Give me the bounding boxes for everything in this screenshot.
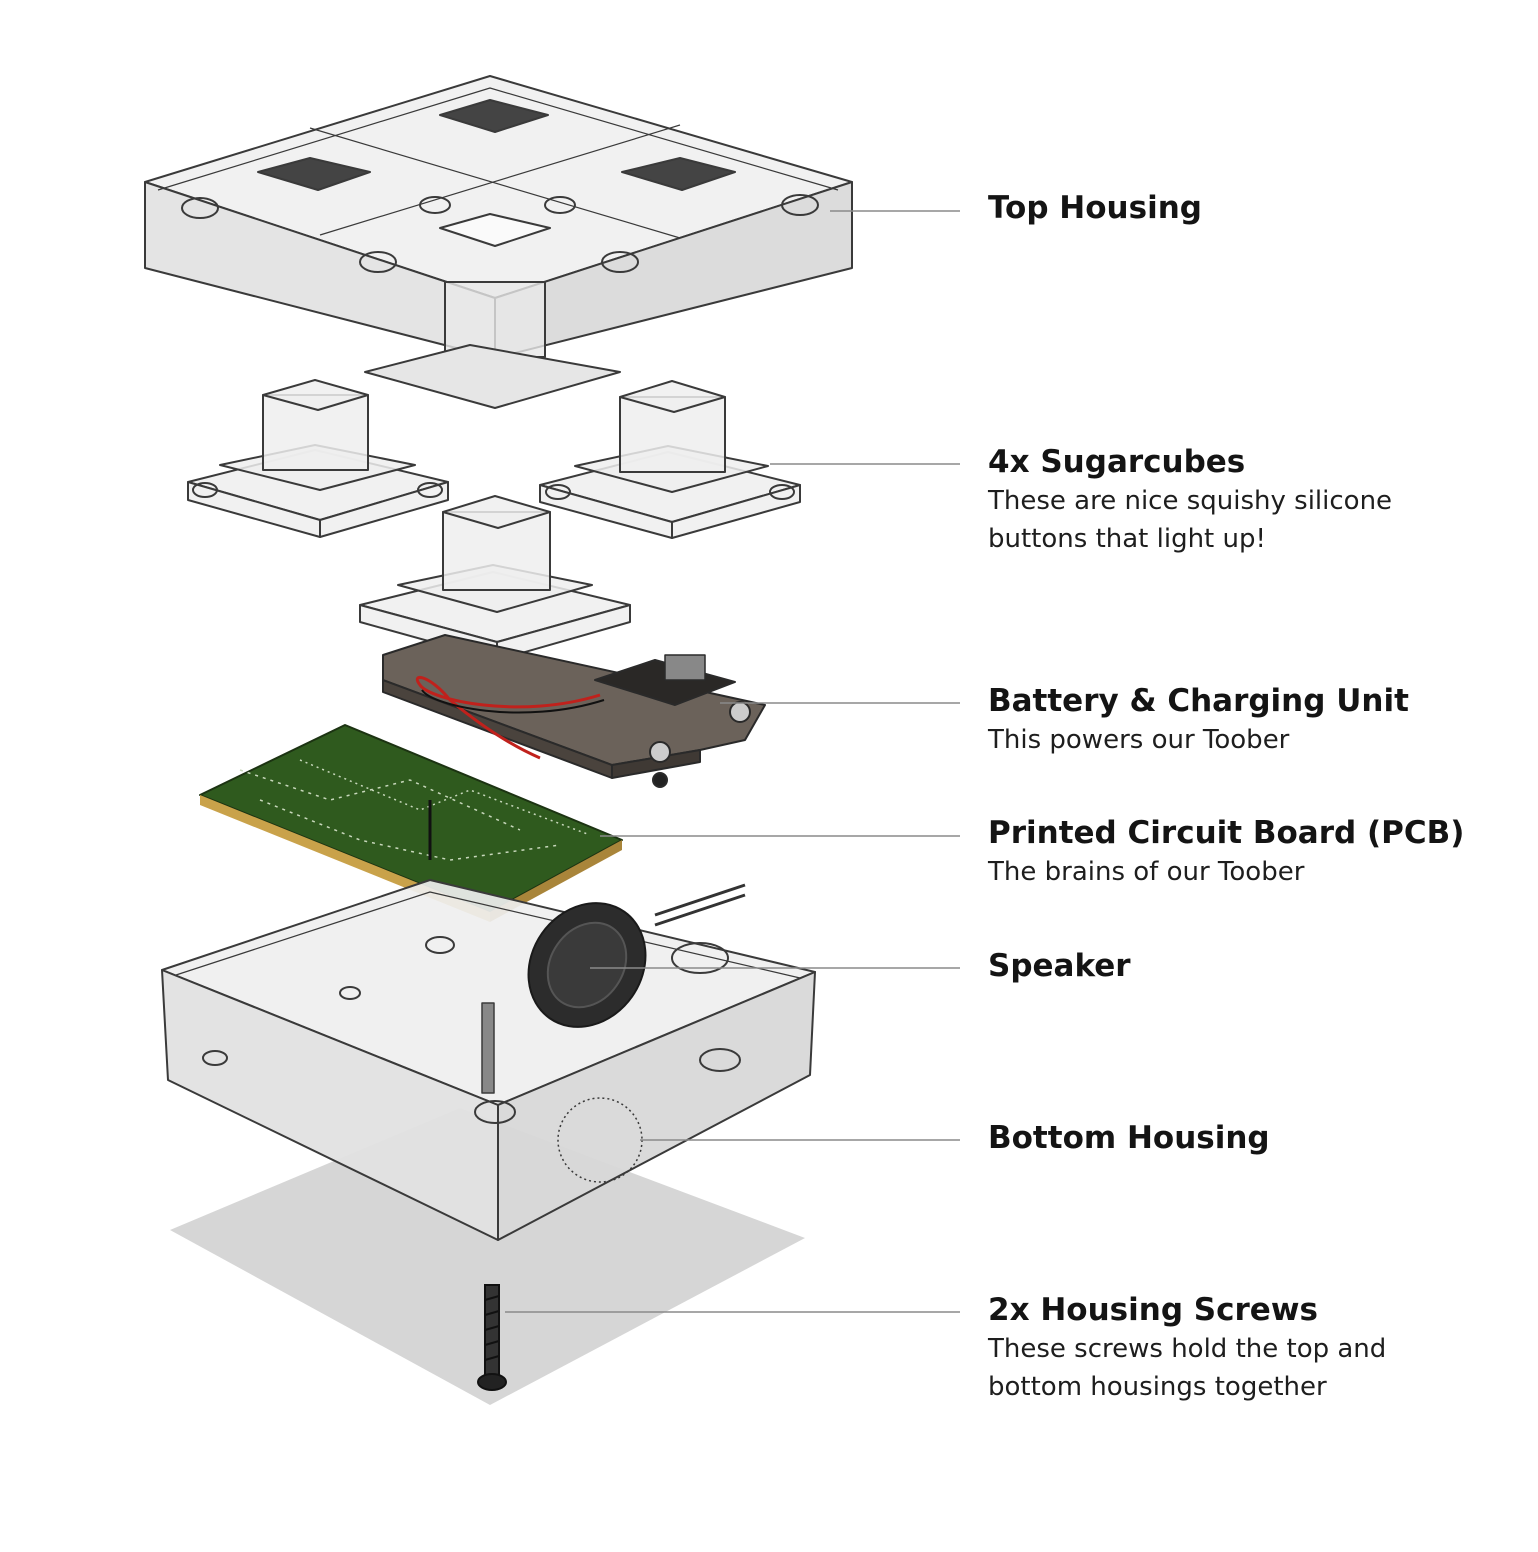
screw-part [477,1284,507,1391]
sugarcube-left [187,379,449,538]
callout-title: Printed Circuit Board (PCB) [988,815,1465,851]
callout-description: These screws hold the top and [988,1334,1387,1364]
callout-description: buttons that light up! [988,524,1266,554]
callout-sugarcubes: 4x Sugarcubes These are nice squishy sil… [988,442,1392,558]
callout-battery: Battery & Charging Unit This powers our … [988,681,1409,759]
callout-title: Battery & Charging Unit [988,683,1409,719]
callout-description: The brains of our Toober [988,857,1305,887]
ground-shadow [170,1108,805,1405]
callout-bottom-housing: Bottom Housing [988,1118,1270,1158]
callout-title: Top Housing [988,190,1202,226]
callout-title: Bottom Housing [988,1120,1270,1156]
bottom-housing-part [161,879,816,1241]
callout-title: 4x Sugarcubes [988,444,1246,480]
callout-pcb: Printed Circuit Board (PCB) The brains o… [988,813,1464,891]
callout-top-housing: Top Housing [988,188,1202,228]
battery-unit-part [382,634,766,788]
callout-title: Speaker [988,948,1131,984]
callout-description: These are nice squishy silicone [988,486,1393,516]
callout-screws: 2x Housing Screws These screws hold the … [988,1290,1386,1406]
callout-description: bottom housings together [988,1372,1327,1402]
callout-title: 2x Housing Screws [988,1292,1318,1328]
sugarcube-right [539,380,801,539]
callout-description: This powers our Toober [988,725,1290,755]
top-housing-part [144,75,853,409]
speaker-part [527,883,746,1028]
sugarcube-center [359,495,631,661]
callout-speaker: Speaker [988,946,1131,986]
